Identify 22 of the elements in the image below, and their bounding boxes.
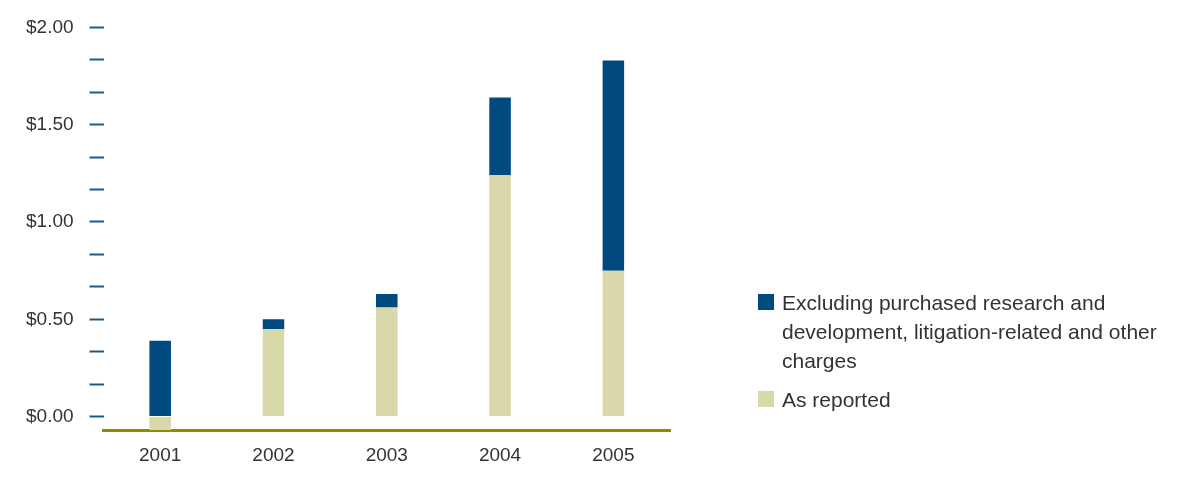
bar <box>489 175 511 417</box>
x-tick-label: 2003 <box>365 443 408 465</box>
bar <box>602 270 625 417</box>
bar <box>376 307 398 417</box>
y-tick-label: $1.50 <box>26 112 74 134</box>
legend-label: As reported <box>782 387 891 413</box>
y-tick-label: $2.00 <box>26 15 74 37</box>
bar <box>149 340 171 417</box>
y-tick-label: $0.00 <box>26 404 74 426</box>
bar <box>262 319 285 330</box>
x-tick-label: 2002 <box>252 443 295 465</box>
x-tick-label: 2001 <box>139 443 182 465</box>
bar <box>262 329 285 417</box>
bar <box>149 417 171 431</box>
y-tick-label: $0.50 <box>26 307 74 329</box>
bar <box>489 97 511 176</box>
bar <box>376 293 398 308</box>
bar <box>602 60 625 271</box>
x-tick-label: 2005 <box>592 443 635 465</box>
legend-label: Excluding purchased research and development, litigation-related and other charges <box>782 290 1158 374</box>
x-tick-label: 2004 <box>478 443 522 465</box>
y-tick-label: $1.00 <box>26 210 74 232</box>
